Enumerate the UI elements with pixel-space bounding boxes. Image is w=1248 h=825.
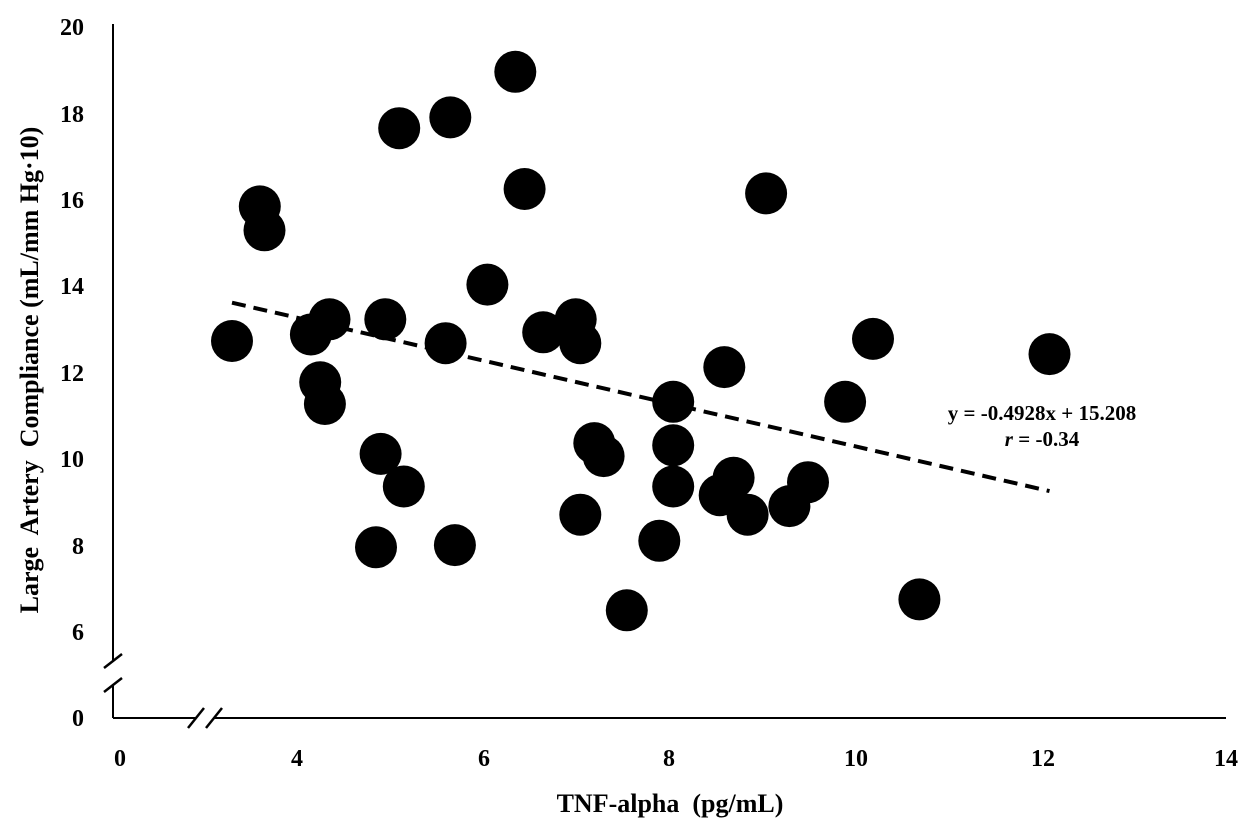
data-point [503,168,546,210]
x-axis-title: TNF-alpha (pg/mL) [557,789,784,818]
y-break-mark-2 [103,677,123,693]
data-point [355,526,397,569]
x-break-mark-1 [187,707,205,729]
axes [103,24,1226,729]
data-point [898,578,941,621]
data-point [243,209,286,252]
data-point [605,589,648,632]
x-tick-label: 12 [1031,746,1055,772]
y-tick-label: 6 [72,620,84,646]
data-point [559,493,602,536]
data-point [494,50,537,93]
y-tick-label: 10 [60,447,84,473]
trendline [231,300,1050,494]
data-point [424,322,467,365]
data-point [308,298,351,341]
y-axis-title: Large Artery Compliance (mL/mm Hg·10) [15,127,44,614]
data-point [433,524,476,567]
x-tick-label: 14 [1214,746,1238,772]
data-point [429,96,472,139]
data-point [638,519,681,562]
r-symbol: r [1005,427,1014,451]
x-tick-label: 0 [114,746,126,772]
data-point [364,298,407,341]
r-value: = -0.34 [1013,427,1080,451]
data-point [359,432,402,475]
data-point [378,107,421,150]
data-point [522,311,565,354]
x-tick-label: 8 [663,746,675,772]
correlation-label: r = -0.34 [1005,427,1080,451]
data-point [211,320,253,362]
x-tick-label: 6 [478,746,490,772]
x-tick-label: 10 [844,746,868,772]
y-tick-label: 8 [72,534,84,560]
y-tick-label: 20 [60,15,84,41]
x-break-mark-2 [205,707,223,729]
data-point [1028,333,1071,376]
data-point [652,380,695,423]
data-point [582,435,625,478]
data-point [712,456,755,499]
data-point [559,322,602,365]
data-point [745,172,788,215]
data-point [652,424,695,467]
y-tick-label: 18 [60,102,84,128]
x-tick-label: 4 [291,746,303,772]
y-tick-label: 14 [60,274,84,300]
trendline-equation: y = -0.4928x + 15.208 [948,401,1136,425]
data-points [211,50,1071,632]
y-tick-label: 16 [60,188,84,214]
data-point [382,465,425,508]
data-point [824,380,867,423]
data-point [303,383,346,425]
data-point [726,493,769,536]
data-point [787,461,829,504]
data-point [852,317,894,360]
y-tick-labels: 0 6 8 10 12 14 16 18 20 [60,15,84,732]
data-point [466,263,509,306]
y-break-mark-1 [103,653,123,669]
x-tick-labels: 0 4 6 8 10 12 14 [114,746,1238,772]
data-point [703,346,746,389]
y-tick-label: 0 [72,706,84,732]
data-point [652,465,695,508]
y-tick-label: 12 [60,361,84,387]
